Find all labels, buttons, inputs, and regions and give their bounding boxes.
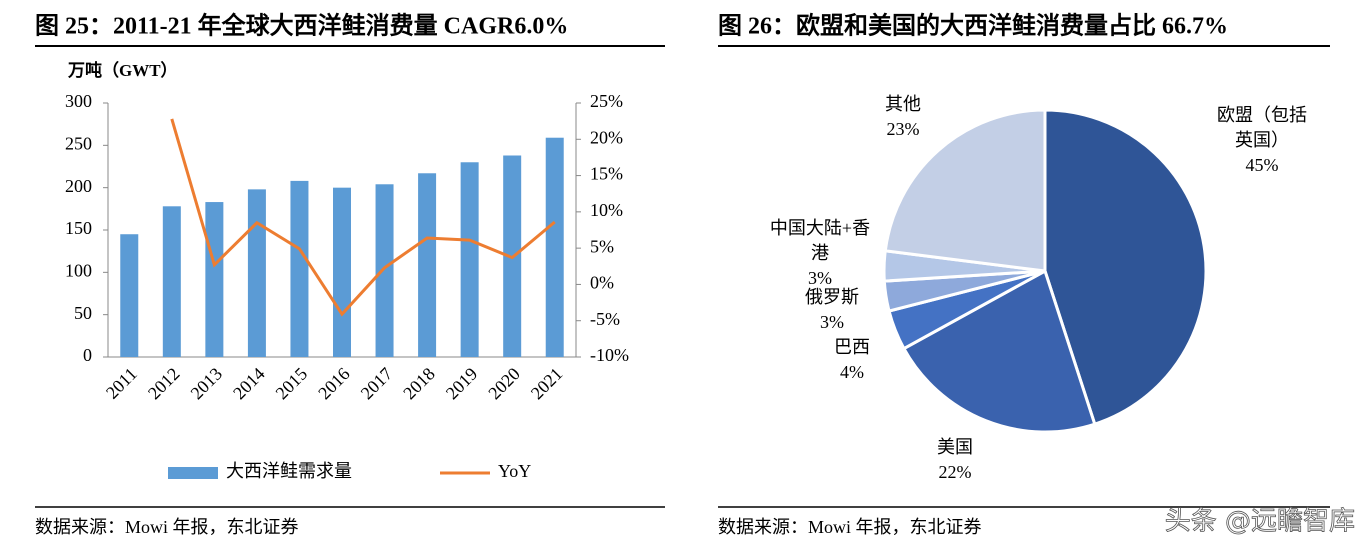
legend-swatch <box>168 467 218 479</box>
x-tick-label: 2021 <box>527 364 567 404</box>
pie-value-label: 3% <box>808 267 832 288</box>
bar <box>162 206 181 357</box>
y2-tick-label: 20% <box>590 127 623 147</box>
y-axis-label: 万吨（GWT） <box>67 60 178 80</box>
y-tick-label: 300 <box>65 91 92 111</box>
y2-tick-label: -10% <box>590 345 629 365</box>
bar <box>333 187 351 357</box>
y-tick-label: 100 <box>65 260 92 280</box>
pie-label-name: 美国 <box>937 437 973 457</box>
x-tick-label: 2020 <box>484 364 524 404</box>
chart-title: 图 25：2011-21 年全球大西洋鲑消费量 CAGR6.0% <box>35 12 568 40</box>
y-tick-label: 150 <box>65 218 92 238</box>
bar <box>290 180 309 357</box>
y-tick-label: 250 <box>65 133 92 153</box>
chart-title: 图 26：欧盟和美国的大西洋鲑消费量占比 66.7% <box>718 12 1228 40</box>
pie-label: 欧盟（包括英国） 45% <box>1214 103 1310 178</box>
pie-value-label: 45% <box>1245 154 1279 175</box>
pie-label-name: 中国大陆+香港 <box>769 217 871 263</box>
pie-label: 中国大陆+香港 3% <box>765 216 875 291</box>
line <box>170 118 556 317</box>
legend-label: 大西洋鲑需求量 <box>226 461 352 481</box>
legend-label: YoY <box>498 461 531 481</box>
pie-label-name: 其他 <box>885 94 921 114</box>
x-tick-label: 2012 <box>144 364 184 404</box>
x-tick-label: 2014 <box>229 364 269 404</box>
x-tick-label: 2017 <box>357 364 397 404</box>
watermark: 头条 @远瞻智库 <box>1165 507 1355 537</box>
x-tick-label: 2019 <box>442 364 482 404</box>
bar <box>120 234 139 357</box>
bar <box>545 137 564 357</box>
source: 数据来源：Mowi 年报，东北证券 <box>718 517 982 537</box>
bar <box>418 173 437 357</box>
x-tick-label: 2015 <box>272 364 312 404</box>
pie-slice <box>883 108 1047 273</box>
pie-value-label: 23% <box>886 119 920 139</box>
bar <box>375 184 394 357</box>
pie-label: 巴西 4% <box>812 335 892 385</box>
y2-tick-label: 25% <box>590 91 623 111</box>
x-tick-label: 2018 <box>399 364 439 404</box>
pie-label: 其他 23% <box>863 92 943 142</box>
y2-tick-label: -5% <box>590 309 620 329</box>
pie-label: 俄罗斯 3% <box>792 285 872 335</box>
pie-value-label: 22% <box>938 462 972 482</box>
y2-tick-label: 10% <box>590 200 623 220</box>
y2-tick-label: 5% <box>590 236 614 256</box>
x-tick-label: 2013 <box>187 364 227 404</box>
pie-slice <box>1043 108 1208 427</box>
y2-tick-label: 0% <box>590 273 614 293</box>
pie-slice <box>901 268 1097 434</box>
bar <box>460 162 479 357</box>
pie-label-name: 欧盟（包括英国） <box>1217 104 1307 150</box>
pie-value-label: 4% <box>840 362 864 382</box>
bar <box>247 189 266 357</box>
x-tick-label: 2016 <box>314 364 354 404</box>
x-tick-label: 2011 <box>102 364 141 403</box>
source: 数据来源：Mowi 年报，东北证券 <box>35 517 299 537</box>
y-tick-label: 0 <box>83 345 92 365</box>
pie-label-name: 巴西 <box>834 337 870 357</box>
y-tick-label: 50 <box>74 303 92 323</box>
y2-tick-label: 15% <box>590 164 623 184</box>
pie-label: 美国 22% <box>915 435 995 485</box>
pie-value-label: 3% <box>820 312 844 332</box>
y-tick-label: 200 <box>65 176 92 196</box>
pie-label-name: 俄罗斯 <box>805 287 859 307</box>
bar <box>205 202 224 357</box>
